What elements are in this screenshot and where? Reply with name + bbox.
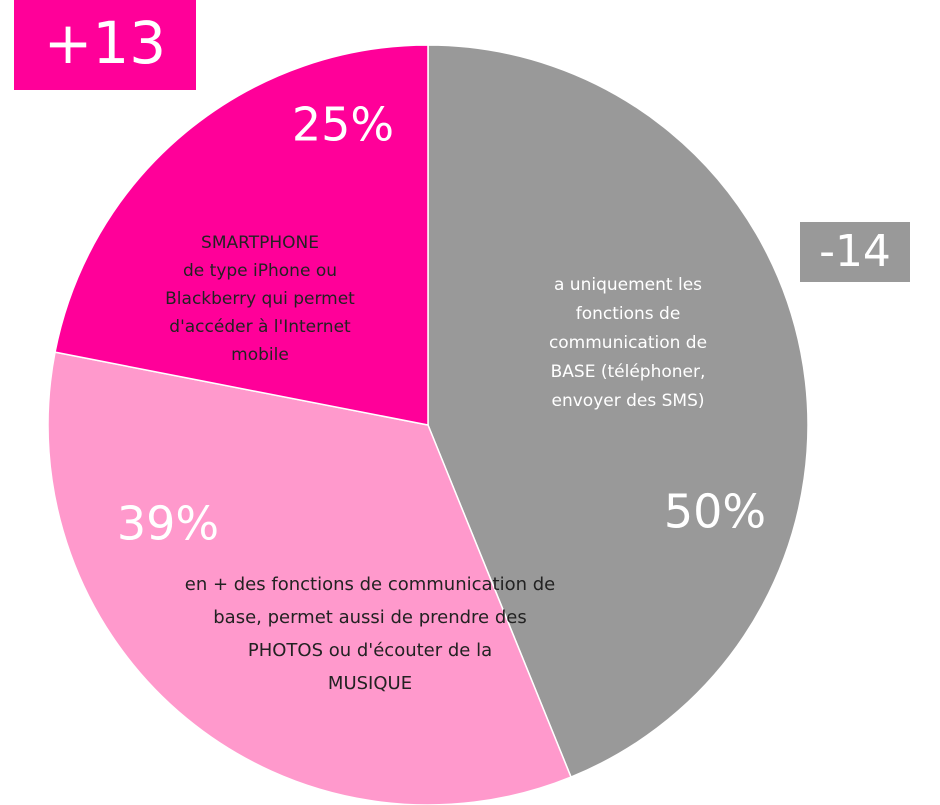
slice-description: de type iPhone ou [183,261,337,281]
slice-description: fonctions de [576,304,681,324]
slice-description: Blackberry qui permet [165,289,355,309]
badge-label: +13 [44,9,166,77]
pie-slice [54,44,429,426]
percent-label: 39% [117,497,219,551]
percent-label: 50% [664,485,766,539]
slice-description: en + des fonctions de communication de [185,574,556,595]
slice-description: envoyer des SMS) [552,391,705,411]
badge [800,222,910,282]
badge-label: -14 [819,226,891,277]
percent-label: 25% [292,98,394,152]
slice-description: BASE (téléphoner, [551,362,706,382]
slice-description: MUSIQUE [328,673,412,694]
slice-description: PHOTOS ou d'écouter de la [248,640,492,661]
pie-slice [47,351,572,805]
slice-description: base, permet aussi de prendre des [213,607,526,628]
slice-description: communication de [549,333,707,353]
slice-description: d'accéder à l'Internet [169,317,351,337]
pie-slice [427,44,809,779]
badge [14,0,196,90]
slice-description: SMARTPHONE [201,233,319,253]
slice-description: mobile [231,345,289,365]
slice-description: a uniquement les [554,275,702,295]
